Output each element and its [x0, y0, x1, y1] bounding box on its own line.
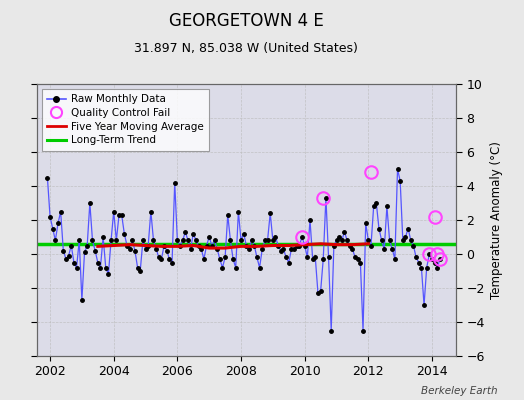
Text: Berkeley Earth: Berkeley Earth: [421, 386, 498, 396]
Text: 31.897 N, 85.038 W (United States): 31.897 N, 85.038 W (United States): [134, 42, 358, 55]
Legend: Raw Monthly Data, Quality Control Fail, Five Year Moving Average, Long-Term Tren: Raw Monthly Data, Quality Control Fail, …: [42, 89, 209, 150]
Text: GEORGETOWN 4 E: GEORGETOWN 4 E: [169, 12, 324, 30]
Y-axis label: Temperature Anomaly (°C): Temperature Anomaly (°C): [490, 141, 503, 299]
